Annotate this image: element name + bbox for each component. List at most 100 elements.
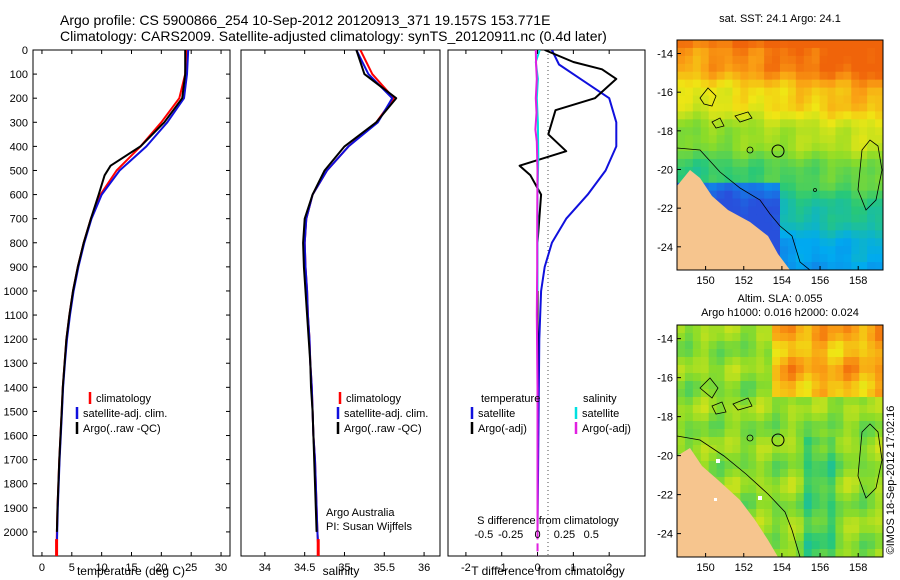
sst-map-cell xyxy=(684,158,694,168)
sst-map-cell xyxy=(780,246,789,255)
sst-map-cell xyxy=(835,254,844,263)
sst-map-cell xyxy=(859,40,868,49)
sla-map-cell xyxy=(692,405,702,414)
sla-map-cell xyxy=(708,469,718,478)
sst-map-cell xyxy=(875,95,883,105)
sst-map-cell xyxy=(851,190,860,200)
sla-map-cell xyxy=(764,421,773,430)
sst-map-cell xyxy=(843,143,852,152)
sla-map-cell xyxy=(756,469,765,478)
sla-map-title-2: Argo h1000: 0.016 h2000: 0.024 xyxy=(701,307,859,319)
sst-map-cell xyxy=(780,151,789,160)
sla-map-cell xyxy=(732,373,741,382)
sla-map-cell xyxy=(859,349,868,358)
sst-map-cell xyxy=(859,214,868,224)
sst-map-cell xyxy=(724,71,734,81)
salinity-series-argo-raw-qc xyxy=(302,50,398,532)
sst-map-cell xyxy=(835,79,844,89)
sst-map-cell xyxy=(756,190,765,200)
sst-map-cell xyxy=(835,47,844,57)
sla-map-lat-label: -16 xyxy=(657,373,673,385)
sla-map-cell xyxy=(827,501,837,510)
sst-map-cell xyxy=(843,40,852,49)
sla-contour-1 xyxy=(677,435,801,557)
sst-map-cell xyxy=(795,190,805,200)
sst-map-cell xyxy=(851,246,860,255)
sst-map-cell xyxy=(716,174,726,184)
sst-map-cell xyxy=(819,190,829,200)
sla-map-cell xyxy=(819,365,829,374)
sst-map-cell xyxy=(724,198,734,208)
sla-map-cell xyxy=(740,485,749,494)
sla-map-cell xyxy=(787,501,797,510)
sla-map-lon-label: 152 xyxy=(735,562,753,574)
sst-map-cell xyxy=(764,40,773,49)
sst-map-cell xyxy=(732,198,741,208)
sla-map-cell xyxy=(811,525,821,534)
sla-map-cell xyxy=(677,445,686,454)
sla-map-cell xyxy=(787,453,797,462)
sla-map-cell xyxy=(708,325,718,334)
sla-map-cell xyxy=(875,349,883,358)
sla-map-cell xyxy=(780,525,789,534)
sla-map-cell xyxy=(740,421,749,430)
sst-map-cell xyxy=(780,143,789,152)
sla-map-cell xyxy=(811,349,821,358)
sst-map-cell xyxy=(780,127,789,136)
sst-map-cell xyxy=(716,119,726,128)
sla-map-cell xyxy=(851,429,860,438)
sla-map-cell xyxy=(772,493,781,502)
sst-map-cell xyxy=(827,174,837,184)
sla-map-cell xyxy=(780,389,789,398)
sst-map-cell xyxy=(803,254,813,263)
sst-map-cell xyxy=(772,190,781,200)
sst-map-cell xyxy=(835,135,844,144)
temperature-axes-frame xyxy=(32,49,231,557)
sla-map-cell xyxy=(859,325,868,334)
sst-map-cell xyxy=(772,47,781,57)
sla-map-cell xyxy=(677,373,686,382)
sst-map-cell xyxy=(811,246,821,255)
sla-map-cell xyxy=(819,541,829,550)
sla-map-cell xyxy=(772,373,781,382)
sst-map-cell xyxy=(708,95,718,105)
sst-map-cell xyxy=(867,127,876,136)
sla-map-cell xyxy=(780,341,789,350)
depth-tick-label: 1000 xyxy=(4,286,28,298)
sla-map-cell xyxy=(795,445,805,454)
sla-map-cell xyxy=(811,421,821,430)
sst-map-cell xyxy=(803,238,813,247)
sla-map-cell xyxy=(708,333,718,342)
sla-map-cell xyxy=(700,325,710,334)
sst-map-cell xyxy=(780,119,789,128)
sst-map-cell xyxy=(819,119,829,128)
sla-map-cell xyxy=(827,429,837,438)
sst-map-cell xyxy=(875,55,883,65)
sst-map-cell xyxy=(764,143,773,152)
sla-map-cell xyxy=(875,445,883,454)
sla-map-cell xyxy=(843,517,852,526)
sst-map-cell xyxy=(827,254,837,263)
sst-map-cell xyxy=(692,111,702,120)
sst-map-cell xyxy=(859,230,868,239)
sla-map-cell xyxy=(851,541,860,550)
sst-map-cell xyxy=(780,40,789,49)
sla-map-cell xyxy=(780,381,789,390)
temperature-xtick-label: 5 xyxy=(69,562,75,574)
sst-map-cell xyxy=(827,79,837,89)
sla-map-cell xyxy=(851,549,860,557)
sla-map-cell xyxy=(764,429,773,438)
sst-map-cell xyxy=(811,63,821,73)
sst-map-cell xyxy=(835,103,844,112)
sst-map-cell xyxy=(692,55,702,65)
sst-map-cell xyxy=(724,103,734,112)
sst-map-cell xyxy=(764,63,773,73)
sst-map-cell xyxy=(764,214,773,224)
sla-map-cell xyxy=(764,517,773,526)
sla-map-cell xyxy=(843,445,852,454)
sst-map-cell xyxy=(811,254,821,263)
sla-map-cell xyxy=(764,381,773,390)
sst-map-cell xyxy=(875,87,883,97)
sst-map-cell xyxy=(764,158,773,168)
sst-map-cell xyxy=(835,174,844,184)
